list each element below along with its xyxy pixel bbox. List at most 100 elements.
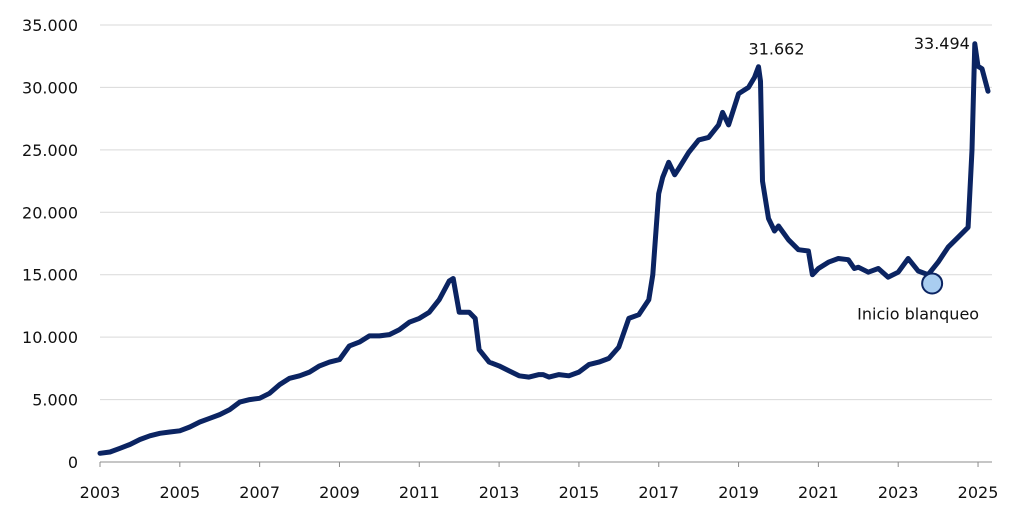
x-tick-label: 2003 xyxy=(80,483,121,502)
data-point xyxy=(452,277,455,280)
data-point xyxy=(458,311,461,314)
data-point xyxy=(657,192,660,195)
data-point xyxy=(797,248,800,251)
data-point xyxy=(168,431,171,434)
data-point xyxy=(328,361,331,364)
data-point xyxy=(847,258,850,261)
data-point xyxy=(767,217,770,220)
data-point xyxy=(607,357,610,360)
data-point xyxy=(973,42,976,45)
data-point xyxy=(358,341,361,344)
inicio-blanqueo-label: Inicio blanqueo xyxy=(857,304,979,323)
x-tick-label: 2021 xyxy=(798,483,839,502)
data-point xyxy=(228,408,231,411)
data-point xyxy=(917,269,920,272)
x-tick-label: 2015 xyxy=(559,483,600,502)
annotation-peak-2019: 31.662 xyxy=(749,40,805,59)
data-point xyxy=(474,317,477,320)
data-point xyxy=(721,111,724,114)
series-line xyxy=(97,41,991,456)
data-point xyxy=(108,451,111,454)
data-point xyxy=(707,136,710,139)
data-point xyxy=(438,298,441,301)
data-point xyxy=(747,86,750,89)
data-point xyxy=(128,443,131,446)
data-point xyxy=(388,333,391,336)
data-point xyxy=(308,371,311,374)
data-point xyxy=(887,276,890,279)
data-point xyxy=(773,230,776,233)
data-point xyxy=(637,313,640,316)
data-point xyxy=(817,267,820,270)
data-point xyxy=(717,123,720,126)
data-point xyxy=(967,226,970,229)
data-point xyxy=(118,447,121,450)
data-point xyxy=(651,273,654,276)
data-point xyxy=(278,383,281,386)
data-point xyxy=(398,328,401,331)
annotation-peak-2025: 33.494 xyxy=(914,34,970,53)
data-point xyxy=(687,151,690,154)
x-axis-ticks: 2003 2005 2007 2009 2011 2013 2015 2017 2019 2021… xyxy=(80,462,998,502)
data-point xyxy=(937,261,940,264)
x-tick-label: 2019 xyxy=(718,483,759,502)
data-point xyxy=(981,67,984,70)
data-point xyxy=(298,374,301,377)
data-point xyxy=(987,90,990,93)
y-tick-label: 20.000 xyxy=(22,203,78,222)
data-point xyxy=(971,148,974,151)
x-tick-label: 2007 xyxy=(239,483,280,502)
data-point xyxy=(208,417,211,420)
inicio-blanqueo-marker xyxy=(921,272,944,295)
data-point xyxy=(338,358,341,361)
data-point xyxy=(258,397,261,400)
data-point xyxy=(288,377,291,380)
data-point xyxy=(498,364,501,367)
data-point xyxy=(418,317,421,320)
data-point xyxy=(673,173,676,176)
data-point xyxy=(188,426,191,429)
data-point xyxy=(737,92,740,95)
data-point xyxy=(757,65,760,68)
data-point xyxy=(957,236,960,239)
data-point xyxy=(853,267,856,270)
data-point xyxy=(448,279,451,282)
x-tick-label: 2017 xyxy=(638,483,679,502)
data-point xyxy=(837,257,840,260)
data-point xyxy=(178,429,181,432)
data-point xyxy=(753,76,756,79)
y-tick-label: 30.000 xyxy=(22,78,78,97)
data-point xyxy=(811,273,814,276)
data-point xyxy=(787,238,790,241)
data-point xyxy=(518,374,521,377)
data-point xyxy=(727,123,730,126)
data-point xyxy=(661,176,664,179)
series-points xyxy=(99,42,990,454)
y-tick-label: 10.000 xyxy=(22,328,78,347)
data-point xyxy=(378,334,381,337)
data-point xyxy=(597,361,600,364)
data-point xyxy=(627,317,630,320)
x-tick-label: 2023 xyxy=(878,483,919,502)
data-point xyxy=(348,344,351,347)
data-point xyxy=(761,180,764,183)
y-tick-label: 0 xyxy=(68,453,78,472)
data-point xyxy=(677,167,680,170)
data-point xyxy=(248,398,251,401)
data-point xyxy=(827,261,830,264)
data-point xyxy=(318,364,321,367)
data-point xyxy=(857,266,860,269)
data-point xyxy=(547,376,550,379)
data-point xyxy=(567,374,570,377)
y-axis-ticks: 0 5.000 10.000 15.000 20.000 25.000 30.000 35.0… xyxy=(22,16,78,472)
x-tick-label: 2013 xyxy=(479,483,520,502)
data-point xyxy=(428,311,431,314)
data-point xyxy=(777,225,780,228)
y-tick-label: 25.000 xyxy=(22,141,78,160)
data-point xyxy=(867,271,870,274)
data-point xyxy=(577,371,580,374)
x-tick-label: 2011 xyxy=(399,483,440,502)
data-point xyxy=(198,421,201,424)
y-tick-label: 5.000 xyxy=(32,391,78,410)
